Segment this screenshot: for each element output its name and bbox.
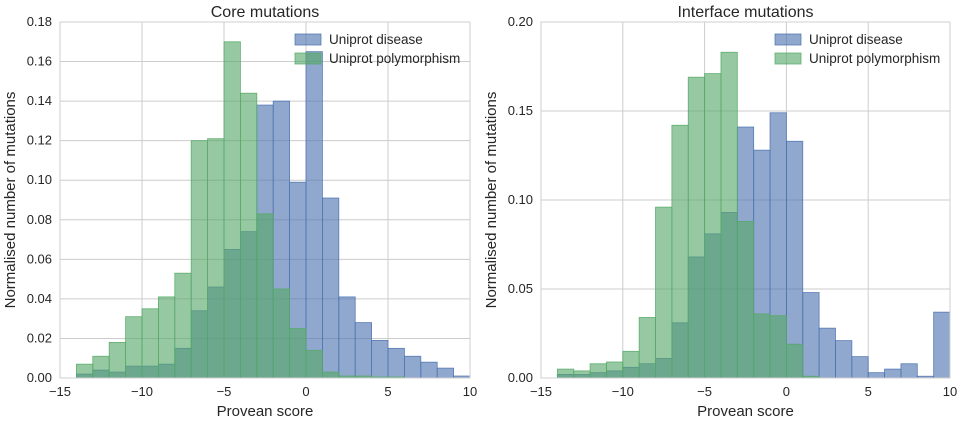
legend-swatch bbox=[294, 52, 322, 65]
y-tick-label: 0.14 bbox=[27, 93, 52, 108]
y-tick-label: 0.00 bbox=[508, 370, 533, 385]
histogram-bar bbox=[92, 355, 110, 379]
x-tick-label: 10 bbox=[943, 384, 957, 399]
chart-title: Core mutations bbox=[211, 4, 320, 21]
histogram-bar bbox=[769, 315, 787, 379]
histogram-bar bbox=[786, 343, 804, 379]
histogram-bar bbox=[272, 288, 291, 379]
x-tick-label: 0 bbox=[783, 384, 790, 399]
x-tick-label: −15 bbox=[49, 384, 71, 399]
histogram-bar bbox=[606, 361, 624, 379]
histogram-bar bbox=[671, 124, 689, 379]
histogram-bar bbox=[141, 308, 159, 379]
plot-frame bbox=[540, 21, 951, 379]
histogram-bar bbox=[884, 368, 902, 379]
histogram-bar bbox=[76, 363, 94, 379]
series-1 bbox=[556, 51, 820, 379]
histogram-bar bbox=[638, 317, 656, 379]
y-tick-label: 0.16 bbox=[27, 54, 52, 69]
legend: Uniprot disease Uniprot polymorphism bbox=[774, 32, 940, 66]
histogram-bar bbox=[786, 140, 804, 379]
histogram-bar bbox=[818, 327, 836, 379]
y-tick-label: 0.00 bbox=[27, 370, 52, 385]
chart-panel-0: 0.00 0.02 0.04 0.06 0.08 0.10 0.12 0.14 0.16 0.18… bbox=[2, 4, 477, 420]
histogram-bar bbox=[289, 328, 307, 379]
histogram-bar bbox=[704, 73, 722, 379]
histogram-bar bbox=[720, 51, 738, 379]
x-tick-label: −5 bbox=[217, 384, 232, 399]
histogram-bar bbox=[207, 138, 225, 379]
legend-label: Uniprot disease bbox=[329, 32, 423, 47]
y-tick-label: 0.06 bbox=[27, 251, 52, 266]
histogram-bar bbox=[420, 361, 438, 379]
chart-panel-1: 0.00 0.05 0.10 0.15 0.20 −15 −10 −5 0 5 10 Interfac… bbox=[483, 4, 957, 420]
y-tick-label: 0.08 bbox=[27, 212, 52, 227]
x-tick-label: 0 bbox=[302, 384, 309, 399]
histogram-bar bbox=[687, 76, 705, 379]
x-axis-label: Provean score bbox=[697, 403, 794, 420]
histogram-bar bbox=[108, 341, 126, 379]
x-tick-label: −10 bbox=[131, 384, 153, 399]
chart-title: Interface mutations bbox=[677, 4, 813, 21]
histogram-bar bbox=[125, 316, 143, 379]
histogram-bar bbox=[387, 347, 405, 379]
histogram-bar bbox=[256, 213, 274, 379]
histogram-bar bbox=[867, 372, 885, 379]
legend-label: Uniprot disease bbox=[809, 32, 903, 47]
histogram-bar bbox=[736, 220, 755, 379]
x-tick-label: −10 bbox=[612, 384, 634, 399]
y-tick-label: 0.10 bbox=[508, 192, 533, 207]
histogram-bar bbox=[305, 349, 323, 379]
x-axis-label: Provean score bbox=[217, 403, 314, 420]
histogram-bar bbox=[573, 370, 591, 379]
histogram-bar bbox=[589, 363, 607, 379]
legend-swatch bbox=[294, 33, 322, 46]
x-tick-label: 10 bbox=[463, 384, 477, 399]
histogram-bar bbox=[371, 340, 389, 379]
histogram-bar bbox=[556, 368, 575, 379]
x-tick-label: 5 bbox=[384, 384, 391, 399]
legend-swatch bbox=[774, 52, 802, 65]
plot-frame bbox=[59, 21, 471, 379]
legend-label: Uniprot polymorphism bbox=[329, 51, 460, 66]
legend: Uniprot disease Uniprot polymorphism bbox=[294, 32, 460, 66]
y-tick-label: 0.04 bbox=[27, 291, 52, 306]
histogram-bar bbox=[157, 296, 176, 379]
histogram-bar bbox=[933, 311, 951, 379]
histogram-bar bbox=[321, 197, 340, 379]
y-tick-label: 0.10 bbox=[27, 172, 52, 187]
histogram-bar bbox=[802, 292, 820, 379]
histogram-bar bbox=[753, 313, 771, 379]
histogram-bar bbox=[338, 296, 356, 379]
histogram-bar bbox=[900, 363, 918, 379]
histogram-bar bbox=[223, 41, 241, 379]
y-axis-label: Normalised number of mutations bbox=[483, 92, 500, 309]
y-tick-label: 0.18 bbox=[27, 14, 52, 29]
histogram-bar bbox=[321, 371, 340, 379]
histogram-bar bbox=[190, 140, 208, 379]
histogram-bar bbox=[436, 367, 455, 379]
y-tick-label: 0.20 bbox=[508, 14, 533, 29]
y-tick-label: 0.12 bbox=[27, 133, 52, 148]
y-tick-label: 0.02 bbox=[27, 330, 52, 345]
histogram-bar bbox=[403, 355, 422, 379]
x-tick-label: −15 bbox=[530, 384, 552, 399]
x-tick-label: −5 bbox=[697, 384, 712, 399]
histogram-bar bbox=[239, 92, 258, 379]
histogram-bar bbox=[174, 272, 192, 379]
histogram-bar bbox=[305, 51, 323, 379]
histogram-bar bbox=[655, 206, 673, 379]
histogram-bar bbox=[835, 340, 853, 379]
y-tick-label: 0.15 bbox=[508, 103, 533, 118]
histogram-bar bbox=[622, 350, 640, 379]
legend-label: Uniprot polymorphism bbox=[809, 51, 940, 66]
histogram-bar bbox=[354, 322, 373, 379]
histogram-bar bbox=[851, 356, 869, 379]
y-tick-label: 0.05 bbox=[508, 281, 533, 296]
x-tick-label: 5 bbox=[865, 384, 872, 399]
legend-swatch bbox=[774, 33, 802, 46]
y-axis-label: Normalised number of mutations bbox=[2, 92, 19, 309]
